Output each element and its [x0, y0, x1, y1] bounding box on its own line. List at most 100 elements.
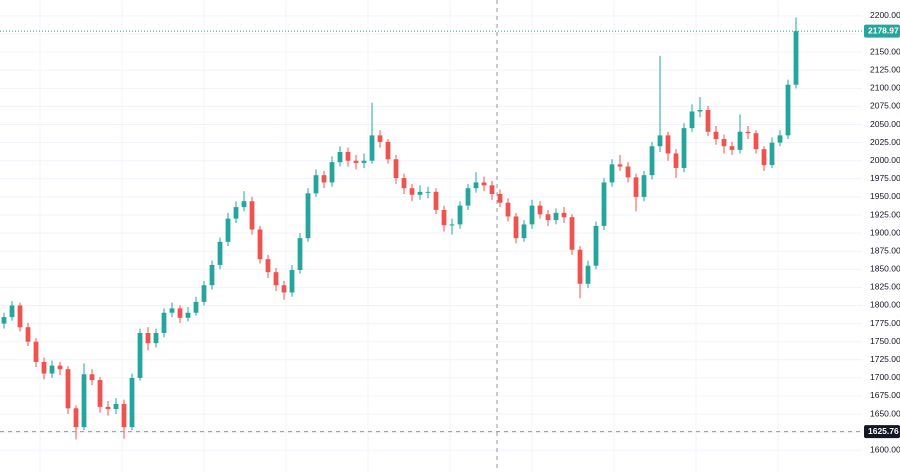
candle-body — [321, 175, 327, 183]
candle-body — [9, 305, 15, 318]
y-tick-label: 1725.00 — [870, 354, 900, 364]
candle-body — [761, 149, 767, 166]
candle-body — [153, 333, 159, 344]
candle-body — [305, 193, 311, 239]
candle-body — [265, 259, 271, 273]
candle-body — [449, 224, 455, 226]
candle-body — [785, 84, 791, 136]
candle-body — [217, 241, 223, 265]
candle-body — [497, 194, 503, 203]
y-tick-label: 1700.00 — [870, 372, 900, 382]
candle-body — [609, 164, 615, 183]
candle-body — [345, 152, 351, 161]
candle-body — [561, 212, 567, 218]
candle-body — [617, 164, 623, 167]
y-tick-label: 1875.00 — [870, 245, 900, 255]
v-grid — [39, 0, 779, 472]
y-tick-label: 2050.00 — [870, 119, 900, 129]
candle-body — [137, 333, 143, 378]
candle-body — [313, 175, 319, 194]
crosshair-price-box — [864, 425, 900, 439]
candle-body — [753, 133, 759, 150]
candle-body — [769, 142, 775, 166]
candle-body — [569, 217, 575, 250]
candle-body — [329, 162, 335, 183]
candle-body — [41, 361, 47, 374]
y-tick-label: 1750.00 — [870, 336, 900, 346]
candle-body — [593, 225, 599, 266]
candle-body — [129, 377, 135, 428]
candle-body — [273, 272, 279, 286]
candle-body — [25, 327, 31, 342]
candle-body — [81, 374, 87, 428]
y-tick-label: 2150.00 — [870, 46, 900, 56]
y-tick-label: 1825.00 — [870, 282, 900, 292]
y-tick-label: 2025.00 — [870, 137, 900, 147]
candle-body — [433, 191, 439, 210]
candle-body — [337, 152, 343, 163]
candle-body — [537, 205, 543, 215]
candle-body — [633, 177, 639, 197]
candle-body — [57, 365, 63, 370]
candle-body — [425, 191, 431, 193]
candle-body — [665, 135, 671, 154]
candle-body — [249, 201, 255, 230]
y-tick-label: 1600.00 — [870, 445, 900, 455]
candle-body — [89, 374, 95, 381]
crosshair-price-label: 1625.76 — [868, 426, 899, 436]
candle-body — [17, 305, 23, 328]
candle-body — [385, 141, 391, 160]
y-tick-label: 1650.00 — [870, 408, 900, 418]
y-tick-label: 1675.00 — [870, 390, 900, 400]
y-tick-label: 1775.00 — [870, 318, 900, 328]
y-tick-label: 2200.00 — [870, 10, 900, 20]
candle-body — [33, 341, 39, 362]
candle-body — [185, 312, 191, 318]
candle-body — [705, 110, 711, 132]
candle-body — [65, 369, 71, 409]
candle-body — [473, 182, 479, 189]
last-price-box — [864, 24, 900, 38]
candle-body — [729, 146, 735, 150]
candle-body — [353, 160, 359, 163]
candle-body — [401, 178, 407, 189]
y-tick-label: 2100.00 — [870, 83, 900, 93]
y-tick-label: 1850.00 — [870, 264, 900, 274]
candle-body — [417, 191, 423, 195]
candle-body — [721, 138, 727, 147]
candle-body — [289, 270, 295, 293]
candle-body — [529, 205, 535, 225]
last-price-label: 2178.97 — [868, 25, 899, 35]
y-tick-label: 2000.00 — [870, 155, 900, 165]
candle-body — [161, 312, 167, 334]
candle-body — [601, 182, 607, 226]
candle-body — [697, 110, 703, 112]
candle-body — [641, 175, 647, 197]
candle-body — [209, 264, 215, 286]
candle-body — [177, 308, 183, 318]
candle-body — [481, 182, 487, 186]
y-tick-label: 1900.00 — [870, 227, 900, 237]
candle-body — [689, 111, 695, 129]
candle-body — [233, 207, 239, 219]
candle-body — [257, 229, 263, 260]
candle-body — [489, 185, 495, 195]
candle-body — [369, 135, 375, 161]
y-tick-label: 1925.00 — [870, 209, 900, 219]
candle-body — [457, 205, 463, 225]
candle-body — [465, 188, 471, 206]
candle-body — [377, 135, 383, 142]
candle-body — [441, 209, 447, 226]
candle-body — [713, 131, 719, 139]
candle-body — [393, 159, 399, 179]
candle-body — [545, 214, 551, 221]
candle-body — [745, 131, 751, 134]
candle-body — [649, 146, 655, 176]
candle-body — [793, 31, 799, 85]
grid — [0, 15, 862, 451]
candle-body — [553, 212, 559, 221]
candle-body — [73, 408, 79, 428]
candle-body — [113, 403, 119, 410]
candle-body — [49, 365, 55, 374]
